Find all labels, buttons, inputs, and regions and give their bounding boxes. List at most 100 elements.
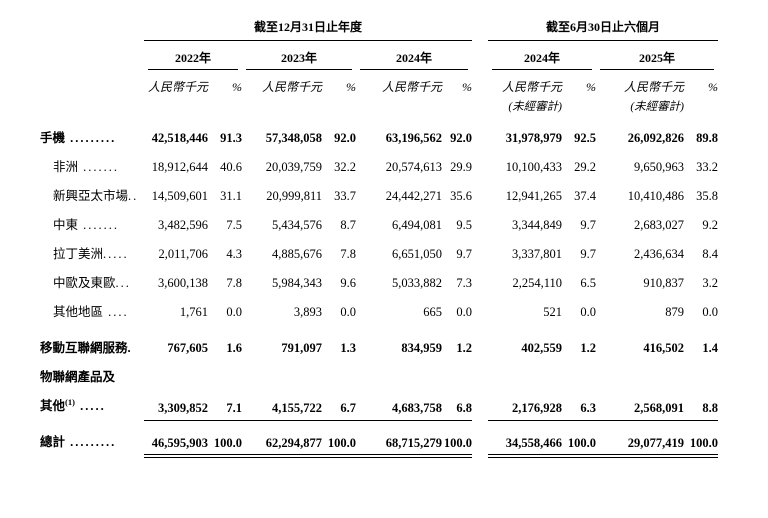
percent-cell: 0.0 [580,305,597,319]
row-label: 非洲 ....... [40,152,144,181]
row-label: 中歐及東歐... [40,268,144,297]
row-label-text: 中東 [53,218,79,232]
percent-cell: 40.6 [220,160,242,174]
column-gap [472,20,488,41]
amount-cell: 3,893 [293,305,322,319]
percent-cell: 35.8 [696,189,719,203]
row-label: 中東 ....... [40,210,144,239]
percent-cell: 7.5 [226,218,242,232]
dot-leader: ..... [74,399,106,413]
amount-cell: 42,518,446 [151,131,208,145]
percent-unit-label: % [462,80,473,94]
percent-cell: 92.0 [450,131,473,145]
row-label-text: 新興亞太市場 [53,189,129,203]
amount-cell: 416,502 [643,341,685,355]
percent-cell: 35.6 [450,189,473,203]
row-label: 物聯網產品及 [40,362,144,391]
percent-cell: 92.0 [334,131,356,145]
amount-cell: 1,761 [179,305,208,319]
currency-unit-label: 人民幣千元 [147,80,208,94]
table-row: 新興亞太市場.. 14,509,601 31.1 20,999,811 33.7 24,4… [40,181,718,210]
currency-unit-label: 人民幣千元 [624,80,685,94]
amount-cell: 3,337,801 [512,247,563,261]
amount-cell: 5,984,343 [272,276,322,290]
year-header-2023: 2023年 [246,51,352,70]
percent-cell: 6.3 [562,391,597,421]
empty-cells [144,362,718,391]
column-gap [472,210,488,239]
percent-cell: 31.1 [220,189,242,203]
percent-cell: 4.3 [226,247,242,261]
table-row: 拉丁美洲..... 2,011,706 4.3 4,885,676 7.8 6,651,0… [40,239,718,268]
row-label-text: 中歐及東歐 [53,276,116,290]
row-label-text: 物聯網產品及 [40,370,116,384]
amount-cell: 63,196,562 [385,131,442,145]
row-label: 拉丁美洲..... [40,239,144,268]
amount-cell: 665 [423,305,442,319]
amount-cell: 68,715,279 [356,420,442,458]
amount-cell: 46,595,903 [144,420,208,458]
percent-cell: 3.2 [702,276,719,290]
dot-leader: ....... [78,160,120,174]
amount-cell: 3,309,852 [144,391,208,421]
amount-cell: 3,482,596 [158,218,208,232]
percent-cell: 7.8 [226,276,242,290]
dot-leader: . [127,341,133,355]
percent-cell: 1.2 [580,341,597,355]
dot-leader: ... [115,276,131,290]
percent-cell: 33.2 [696,160,719,174]
revenue-breakdown-table: 截至12月31日止年度 截至6月30日止六個月 2022年 2023年 2024… [40,20,719,458]
amount-cell: 10,100,433 [505,160,563,174]
percent-cell: 8.4 [702,247,719,261]
annual-period-header: 截至12月31日止年度 [144,20,473,41]
amount-cell: 3,600,138 [158,276,208,290]
amount-cell: 4,683,758 [356,391,442,421]
percent-cell: 91.3 [220,131,242,145]
column-gap [472,391,488,420]
percent-unit-label: % [708,80,719,94]
amount-cell: 10,410,486 [627,189,685,203]
amount-cell: 5,434,576 [272,218,322,232]
unaudited-header-row: (未經審計) (未經審計) [40,94,718,114]
dot-leader: ..... [103,247,129,261]
dot-leader: ......... [65,131,117,145]
percent-cell: 0.0 [226,305,242,319]
percent-cell: 0.0 [456,305,473,319]
amount-cell: 834,959 [401,341,442,355]
row-label-text: 拉丁美洲 [53,247,104,261]
period-header-row: 截至12月31日止年度 截至6月30日止六個月 [40,20,719,41]
year-header-2024-interim: 2024年 [492,51,593,70]
amount-cell: 9,650,963 [634,160,685,174]
column-gap [472,239,488,268]
percent-unit-label: % [346,80,356,94]
percent-cell: 6.5 [580,276,597,290]
amount-cell: 767,605 [167,341,208,355]
column-gap [472,152,488,181]
column-gap [472,420,488,456]
column-gap [472,326,488,362]
percent-cell: 1.3 [340,341,356,355]
year-header-2022: 2022年 [148,51,238,70]
percent-cell: 89.8 [696,131,719,145]
amount-cell: 3,344,849 [512,218,563,232]
amount-cell: 791,097 [281,341,322,355]
percent-cell: 9.7 [580,218,597,232]
amount-cell: 14,509,601 [151,189,208,203]
amount-cell: 57,348,058 [265,131,322,145]
table-row: 總計 ......... 46,595,903 100.0 62,294,877 100… [40,420,719,458]
percent-cell: 8.7 [340,218,356,232]
unit-header-row: 人民幣千元 % 人民幣千元 % 人民幣千元 % 人民幣千元 % 人民幣千元 % [40,70,718,94]
document-page: 截至12月31日止年度 截至6月30日止六個月 2022年 2023年 2024… [40,20,719,458]
table-row: 其他(1) ..... 3,309,852 7.1 4,155,722 6.7 4,683… [40,391,719,421]
currency-unit-label: 人民幣千元 [502,80,563,94]
amount-cell: 29,077,419 [596,420,685,458]
amount-cell: 4,155,722 [242,391,322,421]
year-header-2025-interim: 2025年 [600,51,715,70]
percent-cell: 1.6 [226,341,242,355]
amount-cell: 2,568,091 [596,391,685,421]
amount-cell: 2,683,027 [634,218,685,232]
row-label-text: 移動互聯網服務 [40,341,128,355]
percent-cell: 1.2 [456,341,473,355]
amount-cell: 2,011,706 [158,247,208,261]
amount-cell: 879 [665,305,685,319]
